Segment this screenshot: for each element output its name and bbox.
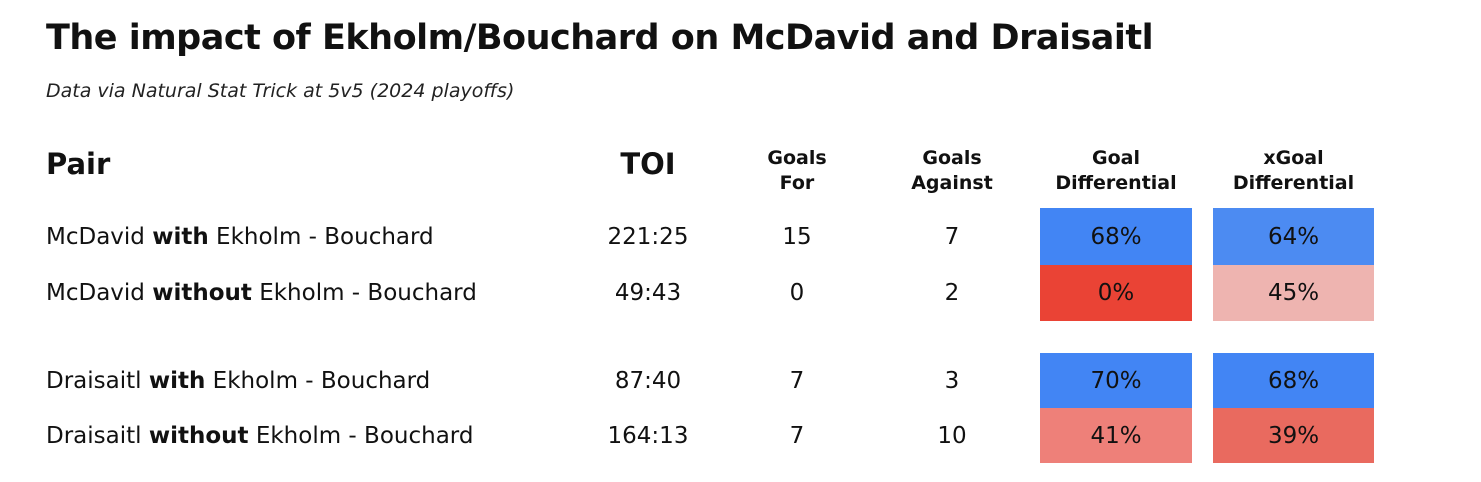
xgoal-differential-cell: 39% [1213,408,1374,463]
player-name: McDavid [46,223,145,250]
header-line: xGoal [1263,147,1324,169]
xgoal-differential-cell: 64% [1213,208,1374,265]
header-pair: Pair [46,147,111,181]
with-without: with [148,367,206,394]
xgoal-differential-cell: 45% [1213,265,1374,321]
partner-name: Ekholm - Bouchard [212,367,431,394]
xgoal-differential-cell: 68% [1213,353,1374,408]
chart-title: The impact of Ekholm/Bouchard on McDavid… [46,18,1154,58]
goals-for-value: 15 [782,223,812,250]
header-goal-differential: Goal Differential [1040,146,1192,196]
goals-for-value: 7 [789,367,805,394]
partner-name: Ekholm - Bouchard [255,422,474,449]
header-line: Goal [1092,147,1140,169]
toi-value: 49:43 [614,280,682,306]
header-line: Differential [1232,172,1355,194]
header-goals-against: Goals Against [882,146,1022,196]
goals-against-value: 10 [937,422,967,449]
goals-against-value: 2 [944,280,960,306]
goal-differential-cell: 41% [1040,408,1192,463]
chart-subtitle: Data via Natural Stat Trick at 5v5 (2024… [46,80,515,102]
header-toi: TOI [620,147,676,181]
goal-differential-cell: 70% [1040,353,1192,408]
partner-name: Ekholm - Bouchard [216,223,434,250]
goal-differential-cell: 68% [1040,208,1192,265]
pair-label: Draisaitl without Ekholm - Bouchard [46,408,473,463]
with-without: with [152,223,209,250]
player-name: McDavid [46,280,145,306]
goal-differential-cell: 0% [1040,265,1192,321]
pair-label: Draisaitl with Ekholm - Bouchard [46,353,430,408]
goals-for-value: 7 [789,422,805,449]
header-line: Goals [922,147,982,169]
goals-against-value: 7 [944,223,960,250]
header-line: Goals [767,147,827,169]
header-line: Differential [1055,172,1177,194]
header-line: For [779,172,815,194]
toi-value: 221:25 [607,223,689,250]
player-name: Draisaitl [46,367,142,394]
pair-label: McDavid with Ekholm - Bouchard [46,208,434,265]
pair-label: McDavid without Ekholm - Bouchard [46,265,477,321]
with-without: without [148,422,249,449]
toi-value: 164:13 [607,422,689,449]
header-line: Against [911,172,993,194]
header-xgoal-differential: xGoal Differential [1213,146,1374,196]
with-without: without [152,280,252,306]
goals-for-value: 0 [789,280,805,306]
partner-name: Ekholm - Bouchard [259,280,477,306]
toi-value: 87:40 [614,367,682,394]
player-name: Draisaitl [46,422,142,449]
goals-against-value: 3 [944,367,960,394]
header-goals-for: Goals For [737,146,857,196]
